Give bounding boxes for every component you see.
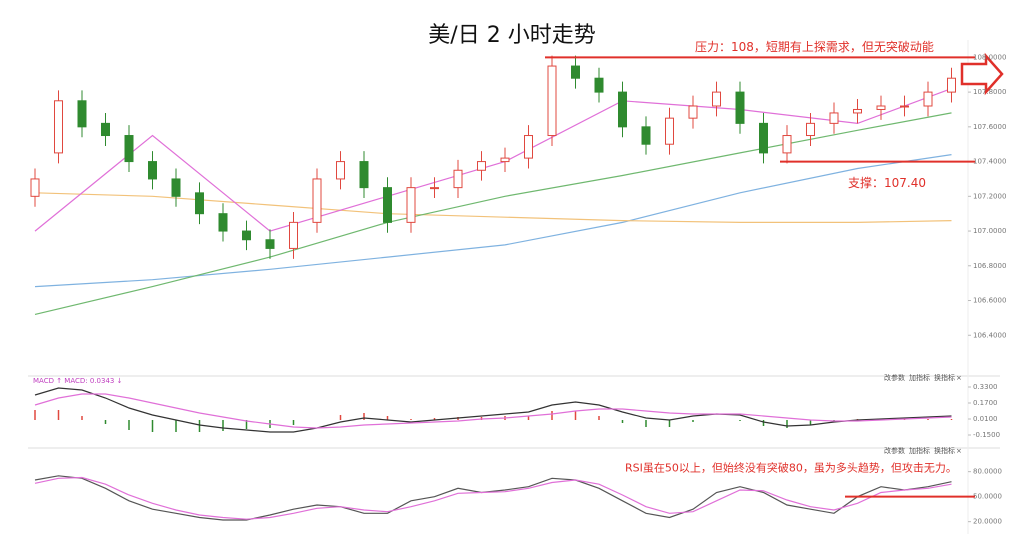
candle-body <box>101 122 110 137</box>
candle-body <box>336 161 345 180</box>
candle-body <box>477 161 486 171</box>
y-tick-label: 80.0000 <box>973 468 1002 476</box>
candle-body <box>289 221 298 249</box>
candle-body <box>759 122 768 154</box>
candle-body <box>359 161 369 189</box>
series-line <box>34 393 952 429</box>
y-tick-label: 0.3300 <box>973 383 998 391</box>
candle-body <box>853 108 862 114</box>
y-tick-label: 106.6000 <box>973 297 1006 305</box>
candle-body <box>641 126 651 145</box>
candle-body <box>171 178 181 197</box>
series-line <box>34 475 952 521</box>
toolbar-button[interactable]: 换指标 <box>934 373 955 382</box>
y-tick-label: 107.2000 <box>973 192 1006 200</box>
candle-body <box>195 192 204 215</box>
candle-body <box>383 187 392 223</box>
candle-body <box>500 157 510 163</box>
y-tick-label: 107.6000 <box>973 123 1006 131</box>
candle-body <box>312 178 322 223</box>
candle-body <box>806 122 815 137</box>
macd-header: MACD ↑ MACD: 0.0343 ↓ <box>33 377 122 385</box>
toolbar-button[interactable]: 改参数 <box>884 373 905 382</box>
candle-body <box>54 100 63 154</box>
toolbar-button[interactable]: 加指标 <box>909 373 930 382</box>
annotation-label: RSI虽在50以上，但始终没有突破80，虽为多头趋势，但攻击无力。 <box>625 461 957 475</box>
annotation-label: 压力：108，短期有上探需求，但无突破动能 <box>695 39 934 54</box>
series-line <box>34 192 952 223</box>
candle-body <box>712 91 721 107</box>
candle-body <box>782 135 792 154</box>
candle-body <box>30 178 40 197</box>
toolbar-button[interactable]: × <box>956 374 962 382</box>
candle-body <box>688 105 698 119</box>
candle-body <box>571 65 580 79</box>
toolbar-button[interactable]: 改参数 <box>884 446 905 455</box>
candle-body <box>430 187 439 190</box>
candle-body <box>406 187 416 223</box>
series-line <box>34 476 952 520</box>
series-line <box>34 112 952 315</box>
candle-body <box>900 105 909 108</box>
candle-body <box>547 65 557 137</box>
candle-body <box>594 77 604 93</box>
y-tick-label: -0.1500 <box>973 431 1000 439</box>
y-tick-label: 107.0000 <box>973 227 1006 235</box>
y-tick-label: 0.1700 <box>973 399 998 407</box>
series-line <box>34 387 952 433</box>
candle-body <box>829 112 839 124</box>
chart-title: 美/日 2 小时走势 <box>428 23 595 48</box>
annotation-label: 支撑：107.40 <box>848 175 926 190</box>
toolbar-button[interactable]: 换指标 <box>934 446 955 455</box>
toolbar-button[interactable]: 加指标 <box>909 446 930 455</box>
candle-body <box>265 239 275 249</box>
candle-body <box>148 161 157 180</box>
candle-body <box>242 230 251 241</box>
candle-body <box>618 91 627 128</box>
candle-body <box>665 117 674 145</box>
toolbar-button[interactable]: × <box>956 447 962 455</box>
y-tick-label: 107.8000 <box>973 88 1006 96</box>
candle-body <box>735 91 745 124</box>
y-tick-label: 107.4000 <box>973 158 1006 166</box>
candle-body <box>124 135 134 163</box>
candle-body <box>218 213 228 232</box>
candle-body <box>77 100 87 128</box>
y-tick-label: 0.0100 <box>973 415 998 423</box>
y-tick-label: 20.0000 <box>973 518 1002 526</box>
candle-body <box>876 105 886 110</box>
y-tick-label: 106.4000 <box>973 331 1006 339</box>
y-tick-label: 106.8000 <box>973 262 1006 270</box>
candle-body <box>453 169 463 189</box>
arrow-icon <box>960 52 1004 96</box>
y-tick-label: 108.0000 <box>973 53 1006 61</box>
y-tick-label: 50.0000 <box>973 493 1002 501</box>
candle-body <box>524 135 533 159</box>
candle-body <box>947 77 956 93</box>
candle-body <box>923 91 933 107</box>
